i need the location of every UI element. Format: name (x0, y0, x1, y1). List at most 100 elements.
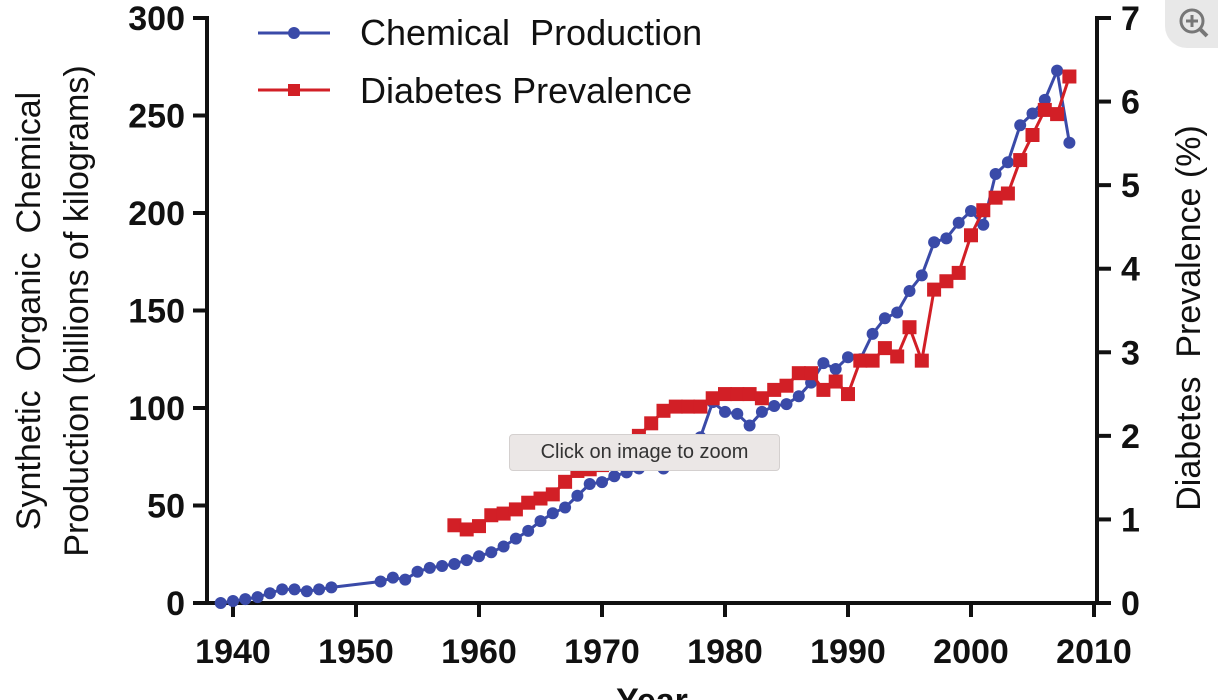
data-point (571, 489, 584, 502)
data-point (509, 532, 522, 545)
data-point (545, 487, 560, 502)
data-point (288, 583, 301, 596)
data-point (842, 351, 854, 364)
data-point (829, 363, 842, 375)
data-point (558, 474, 573, 489)
data-point (522, 524, 535, 537)
data-point (411, 565, 424, 578)
y2-tick-label: 1 (1121, 501, 1140, 539)
data-point (965, 205, 977, 218)
data-point (460, 554, 473, 567)
y2-tick-label: 5 (1121, 167, 1140, 205)
data-point (914, 353, 929, 368)
data-point (939, 274, 954, 289)
data-point (878, 312, 891, 325)
y-axis-label-line2: Production (billions of kilograms) (58, 65, 96, 556)
x-tick-label: 1970 (564, 633, 640, 671)
data-point (496, 506, 511, 521)
x-tick-label: 1980 (687, 633, 763, 671)
data-point (313, 583, 326, 596)
data-point (693, 399, 708, 414)
data-point (743, 419, 756, 432)
data-point (546, 507, 559, 520)
data-point (497, 540, 510, 553)
data-point (485, 546, 498, 559)
data-point (928, 236, 941, 249)
zoom-in-icon (1179, 8, 1209, 38)
data-point (1051, 64, 1064, 77)
series-chemical (214, 64, 1076, 609)
y2-tick-label: 4 (1121, 251, 1140, 289)
data-point (767, 382, 782, 397)
data-point (448, 558, 461, 570)
data-point (780, 398, 793, 411)
y-tick-label: 250 (128, 98, 185, 136)
data-point (902, 320, 917, 335)
data-point (1014, 119, 1027, 132)
data-point (754, 391, 769, 406)
data-point (1000, 186, 1015, 201)
data-point (964, 228, 978, 243)
data-point (251, 591, 264, 604)
y2-tick-label: 6 (1121, 84, 1140, 122)
series-layer (214, 64, 1077, 609)
data-point (484, 508, 499, 523)
data-point (263, 587, 276, 600)
y2-axis-label: Diabetes Prevalence (%) (1170, 125, 1208, 511)
y-tick-label: 300 (128, 0, 185, 38)
data-point (583, 478, 596, 491)
data-point (768, 400, 781, 413)
x-tick-label: 1950 (318, 633, 394, 671)
data-point (423, 561, 436, 574)
data-point (559, 501, 572, 514)
data-point (817, 357, 830, 370)
data-point (853, 353, 868, 368)
data-point (399, 573, 412, 586)
data-point (705, 391, 720, 406)
data-point (656, 403, 671, 418)
legend: Chemical Production Diabetes Prevalence (258, 12, 702, 111)
data-point (436, 559, 449, 572)
data-point (952, 216, 965, 229)
data-point (731, 407, 744, 420)
data-point (447, 518, 462, 533)
data-point (276, 583, 289, 596)
data-point (533, 491, 548, 506)
data-point (828, 374, 843, 389)
y-tick-label: 100 (128, 390, 185, 428)
data-point (227, 595, 239, 608)
data-point (730, 387, 745, 402)
y2-tick-label: 2 (1121, 418, 1140, 456)
data-point (977, 218, 990, 231)
data-point (742, 387, 757, 402)
data-point (927, 282, 942, 297)
data-point (1063, 136, 1076, 149)
data-point (681, 399, 696, 414)
legend-marker-diabetes (288, 84, 300, 96)
data-point (644, 416, 659, 431)
data-point (718, 387, 732, 402)
x-tick-label: 1990 (810, 633, 886, 671)
zoom-button[interactable] (1165, 0, 1218, 48)
series-line (220, 65, 1071, 605)
x-tick-label: 1960 (441, 633, 517, 671)
data-point (325, 581, 338, 594)
data-point (668, 399, 683, 414)
data-point (891, 306, 904, 319)
y-axis-label-line1: Synthetic Organic Chemical (10, 92, 48, 530)
y2-tick-label: 0 (1121, 585, 1140, 623)
y2-tick-label: 3 (1121, 334, 1140, 372)
data-point (300, 585, 313, 598)
data-point (1062, 69, 1077, 84)
data-point (1001, 156, 1014, 169)
data-point (1025, 128, 1040, 142)
y2-tick-label: 7 (1121, 0, 1140, 38)
axes: 0 50 100 150 200 250 300 0 1 2 3 4 5 6 7 1940 1950 1960 19… (128, 0, 1140, 671)
x-axis-label: Year (616, 682, 688, 700)
data-point (903, 285, 916, 297)
x-tick-label: 1940 (195, 633, 271, 671)
data-point (473, 550, 485, 563)
data-point (866, 327, 879, 340)
data-point (976, 203, 991, 218)
